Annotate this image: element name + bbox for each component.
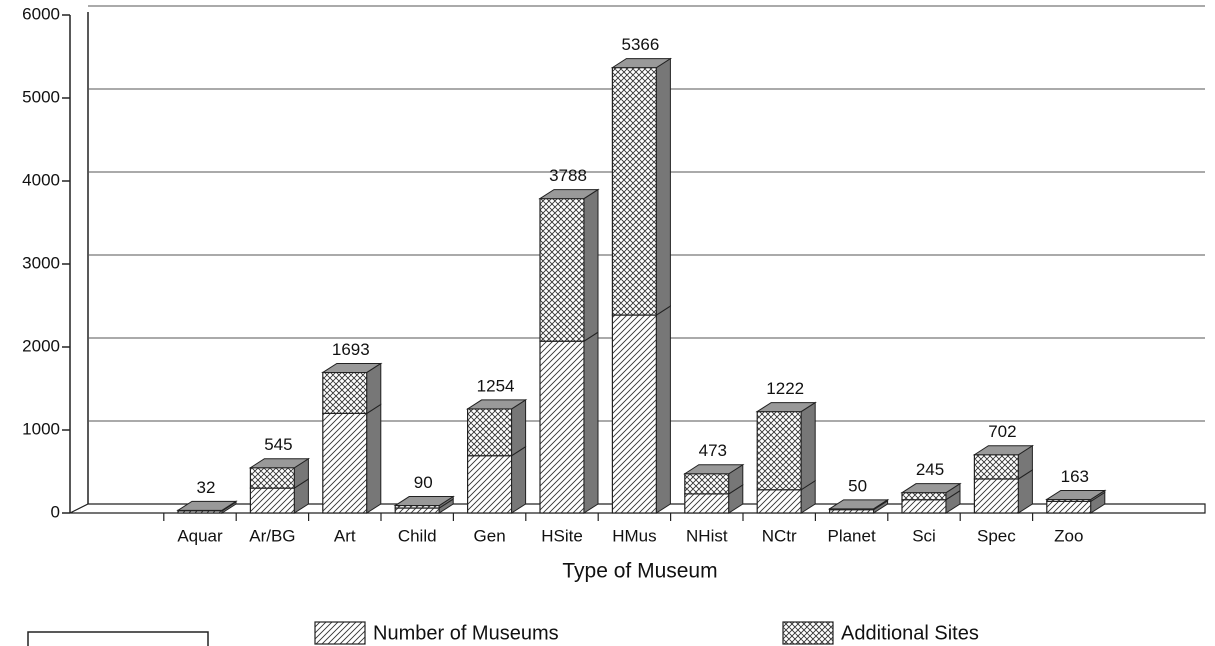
bar-side xyxy=(511,445,527,514)
bar-segment xyxy=(249,467,295,489)
bar-side xyxy=(583,188,599,343)
bar-top xyxy=(755,402,817,413)
bar-segment xyxy=(973,478,1020,514)
bar-segment xyxy=(684,473,730,495)
y-tick-label: 1000 xyxy=(22,419,60,438)
x-tick-label: NCtr xyxy=(762,526,797,545)
x-tick-label: NHist xyxy=(686,526,728,545)
bar-segment xyxy=(322,371,368,414)
legend-label: Additional Sites xyxy=(841,622,979,644)
bar-segment xyxy=(901,499,947,514)
bar-segment xyxy=(249,487,295,514)
bar-segment xyxy=(1046,500,1092,514)
figure-box xyxy=(27,631,209,646)
bar-segment xyxy=(539,340,585,514)
bar-side xyxy=(655,57,671,316)
x-tick-label: Child xyxy=(398,526,437,545)
x-tick-label: Zoo xyxy=(1054,526,1083,545)
total-label: 545 xyxy=(264,435,292,454)
x-tick-label: Gen xyxy=(474,526,506,545)
total-label: 163 xyxy=(1061,467,1089,486)
bar-top xyxy=(683,464,745,475)
bar-segment xyxy=(322,412,368,514)
bar-top xyxy=(900,483,962,494)
y-tick-label: 3000 xyxy=(22,253,60,272)
total-label: 5366 xyxy=(621,35,659,54)
total-label: 702 xyxy=(988,422,1016,441)
bar-side xyxy=(511,399,527,457)
total-label: 1222 xyxy=(766,379,804,398)
total-label: 1693 xyxy=(332,340,370,359)
x-tick-label: Planet xyxy=(827,526,875,545)
bar-segment xyxy=(467,408,513,457)
bar-top xyxy=(972,445,1035,456)
bar-top xyxy=(610,58,673,69)
x-tick-label: HSite xyxy=(541,526,583,545)
bar-segment xyxy=(901,492,947,501)
x-axis-title: Type of Museum xyxy=(562,560,717,583)
total-label: 90 xyxy=(414,473,433,492)
total-label: 50 xyxy=(848,476,867,495)
bar-top xyxy=(393,496,455,507)
bar-top xyxy=(1045,489,1107,500)
bar-top xyxy=(176,500,238,511)
y-tick-label: 6000 xyxy=(22,4,60,23)
bar-segment xyxy=(973,454,1020,480)
total-label: 1254 xyxy=(477,376,515,395)
bar-segment xyxy=(394,507,440,514)
bar-segment xyxy=(539,197,585,342)
bar-side xyxy=(583,331,599,514)
total-label: 3788 xyxy=(549,166,587,185)
y-tick-label: 0 xyxy=(51,502,60,521)
total-label: 473 xyxy=(699,441,727,460)
total-label: 245 xyxy=(916,460,944,479)
bar-side xyxy=(366,403,382,514)
bar-segment xyxy=(756,410,802,491)
legend-label: Number of Museums xyxy=(373,622,559,644)
y-tick-label: 4000 xyxy=(22,170,60,189)
x-tick-label: Art xyxy=(334,526,356,545)
x-tick-label: Sci xyxy=(912,526,936,545)
x-tick-label: Spec xyxy=(977,526,1016,545)
total-label: 32 xyxy=(197,478,216,497)
bar-segment xyxy=(756,489,802,514)
bar-segment xyxy=(611,67,658,316)
bar-top xyxy=(248,458,311,469)
bar-side xyxy=(655,305,671,514)
bar-segment xyxy=(467,455,513,514)
bar-segment xyxy=(684,493,730,514)
legend-swatch xyxy=(314,621,366,645)
bar-top xyxy=(321,362,383,373)
legend-swatch xyxy=(782,621,834,645)
x-tick-label: HMus xyxy=(612,526,656,545)
bar-top xyxy=(827,499,890,510)
bar-side xyxy=(800,401,816,491)
bar-segment xyxy=(611,314,658,514)
y-tick-label: 2000 xyxy=(22,336,60,355)
bar-top xyxy=(465,399,528,410)
y-tick-label: 5000 xyxy=(22,87,60,106)
bar-top xyxy=(538,189,600,200)
x-tick-label: Ar/BG xyxy=(249,526,295,545)
x-tick-label: Aquar xyxy=(177,526,223,545)
